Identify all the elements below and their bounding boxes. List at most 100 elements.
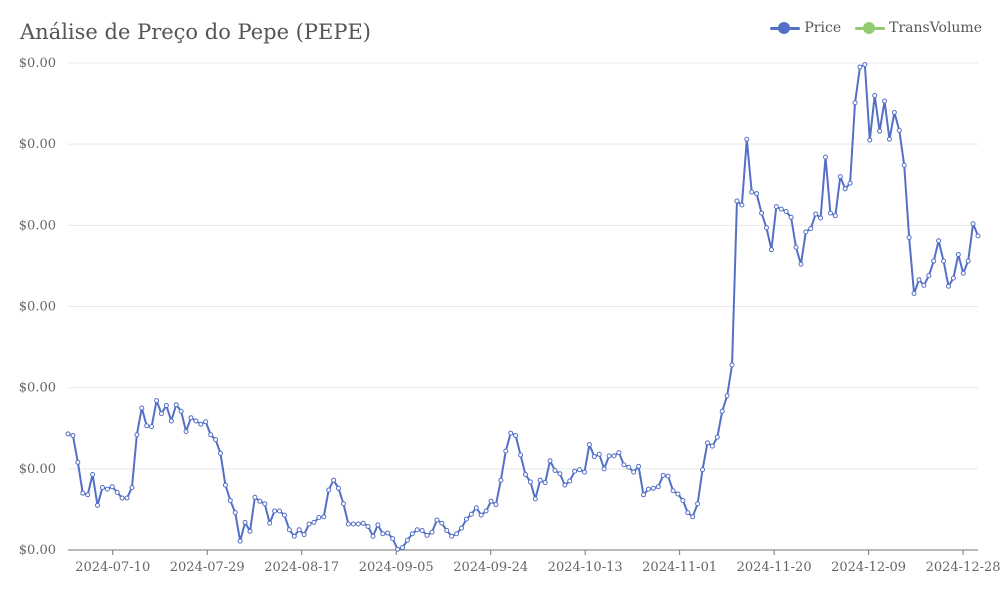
- price-point: [163, 403, 169, 409]
- x-tick-label: 2024-11-20: [737, 560, 812, 575]
- x-tick-label: 2024-09-24: [453, 560, 528, 575]
- price-point: [272, 508, 278, 514]
- x-tick-label: 2024-09-05: [359, 560, 434, 575]
- price-point: [586, 441, 592, 447]
- price-point: [488, 498, 494, 504]
- price-point: [109, 484, 115, 490]
- price-point: [837, 174, 843, 180]
- price-point: [296, 527, 302, 533]
- price-point: [311, 519, 317, 525]
- price-point: [237, 538, 243, 544]
- price-point: [449, 533, 455, 539]
- price-point: [842, 186, 848, 192]
- price-point: [399, 545, 405, 551]
- price-point: [532, 496, 538, 502]
- price-point: [390, 536, 396, 542]
- price-point: [154, 398, 160, 404]
- price-point: [867, 137, 873, 143]
- x-tick-label: 2024-12-28: [926, 560, 1000, 575]
- price-point: [158, 411, 164, 417]
- price-point: [429, 529, 435, 535]
- price-point: [724, 393, 730, 399]
- price-point: [129, 485, 135, 490]
- price-point: [680, 497, 686, 503]
- price-point: [857, 64, 863, 70]
- price-point: [139, 405, 145, 411]
- price-point: [670, 488, 676, 494]
- price-point: [336, 485, 342, 491]
- price-point: [704, 440, 710, 446]
- price-point: [739, 202, 745, 208]
- legend-label-price: Price: [804, 20, 842, 36]
- price-point: [124, 495, 130, 501]
- price-point: [463, 516, 469, 522]
- price-point: [321, 514, 327, 520]
- price-point: [198, 421, 204, 427]
- price-point: [832, 213, 838, 219]
- legend-item-price[interactable]: Price: [770, 20, 841, 36]
- price-point: [675, 491, 681, 497]
- price-point: [380, 531, 386, 537]
- price-point: [483, 508, 489, 514]
- price-point: [813, 211, 819, 217]
- price-point: [778, 206, 784, 212]
- price-point: [395, 546, 401, 552]
- price-point: [965, 258, 971, 264]
- price-point: [793, 244, 799, 250]
- price-point: [424, 532, 430, 538]
- price-point: [749, 189, 755, 195]
- price-point: [660, 472, 666, 478]
- price-point: [970, 221, 976, 227]
- price-point: [404, 537, 410, 543]
- price-point: [886, 136, 892, 142]
- price-point: [232, 510, 238, 516]
- price-point: [901, 162, 907, 168]
- price-point: [85, 492, 91, 498]
- price-point: [227, 497, 233, 503]
- price-point: [277, 508, 283, 514]
- price-point: [350, 521, 356, 527]
- price-point: [936, 238, 942, 244]
- price-point: [203, 419, 209, 425]
- y-tick-label: $0.00: [19, 462, 56, 477]
- price-point: [975, 233, 981, 239]
- legend-swatch-price: [770, 22, 801, 34]
- price-point: [375, 522, 381, 528]
- price-point: [508, 430, 514, 436]
- price-point: [114, 489, 120, 495]
- price-point: [409, 531, 415, 537]
- price-point: [217, 450, 223, 456]
- price-point: [631, 469, 637, 475]
- price-point: [168, 418, 174, 424]
- legend-item-transvolume[interactable]: TransVolume: [855, 20, 982, 36]
- price-point: [468, 511, 474, 517]
- legend: Price TransVolume: [770, 20, 982, 36]
- price-point: [355, 521, 361, 527]
- price-point: [950, 275, 956, 281]
- price-point: [518, 452, 524, 458]
- price-point: [183, 429, 189, 434]
- price-point: [419, 528, 425, 534]
- price-point: [655, 484, 661, 490]
- price-point: [286, 527, 292, 533]
- price-point: [665, 473, 671, 479]
- x-tick-label: 2024-10-13: [548, 560, 623, 575]
- price-point: [562, 482, 568, 488]
- price-point: [193, 418, 199, 424]
- y-tick-label: $0.00: [19, 56, 56, 71]
- price-point: [862, 62, 868, 68]
- price-point: [827, 210, 833, 216]
- price-point: [149, 424, 155, 430]
- price-point: [695, 501, 701, 507]
- price-point: [134, 432, 140, 438]
- x-tick-label: 2024-07-10: [75, 560, 150, 575]
- price-point: [616, 450, 622, 456]
- price-point: [503, 448, 509, 454]
- x-tick-label: 2024-11-01: [642, 560, 717, 575]
- price-point: [345, 521, 351, 527]
- price-point: [798, 261, 804, 267]
- price-point: [360, 520, 366, 526]
- price-point: [493, 502, 499, 508]
- y-tick-label: $0.00: [19, 137, 56, 152]
